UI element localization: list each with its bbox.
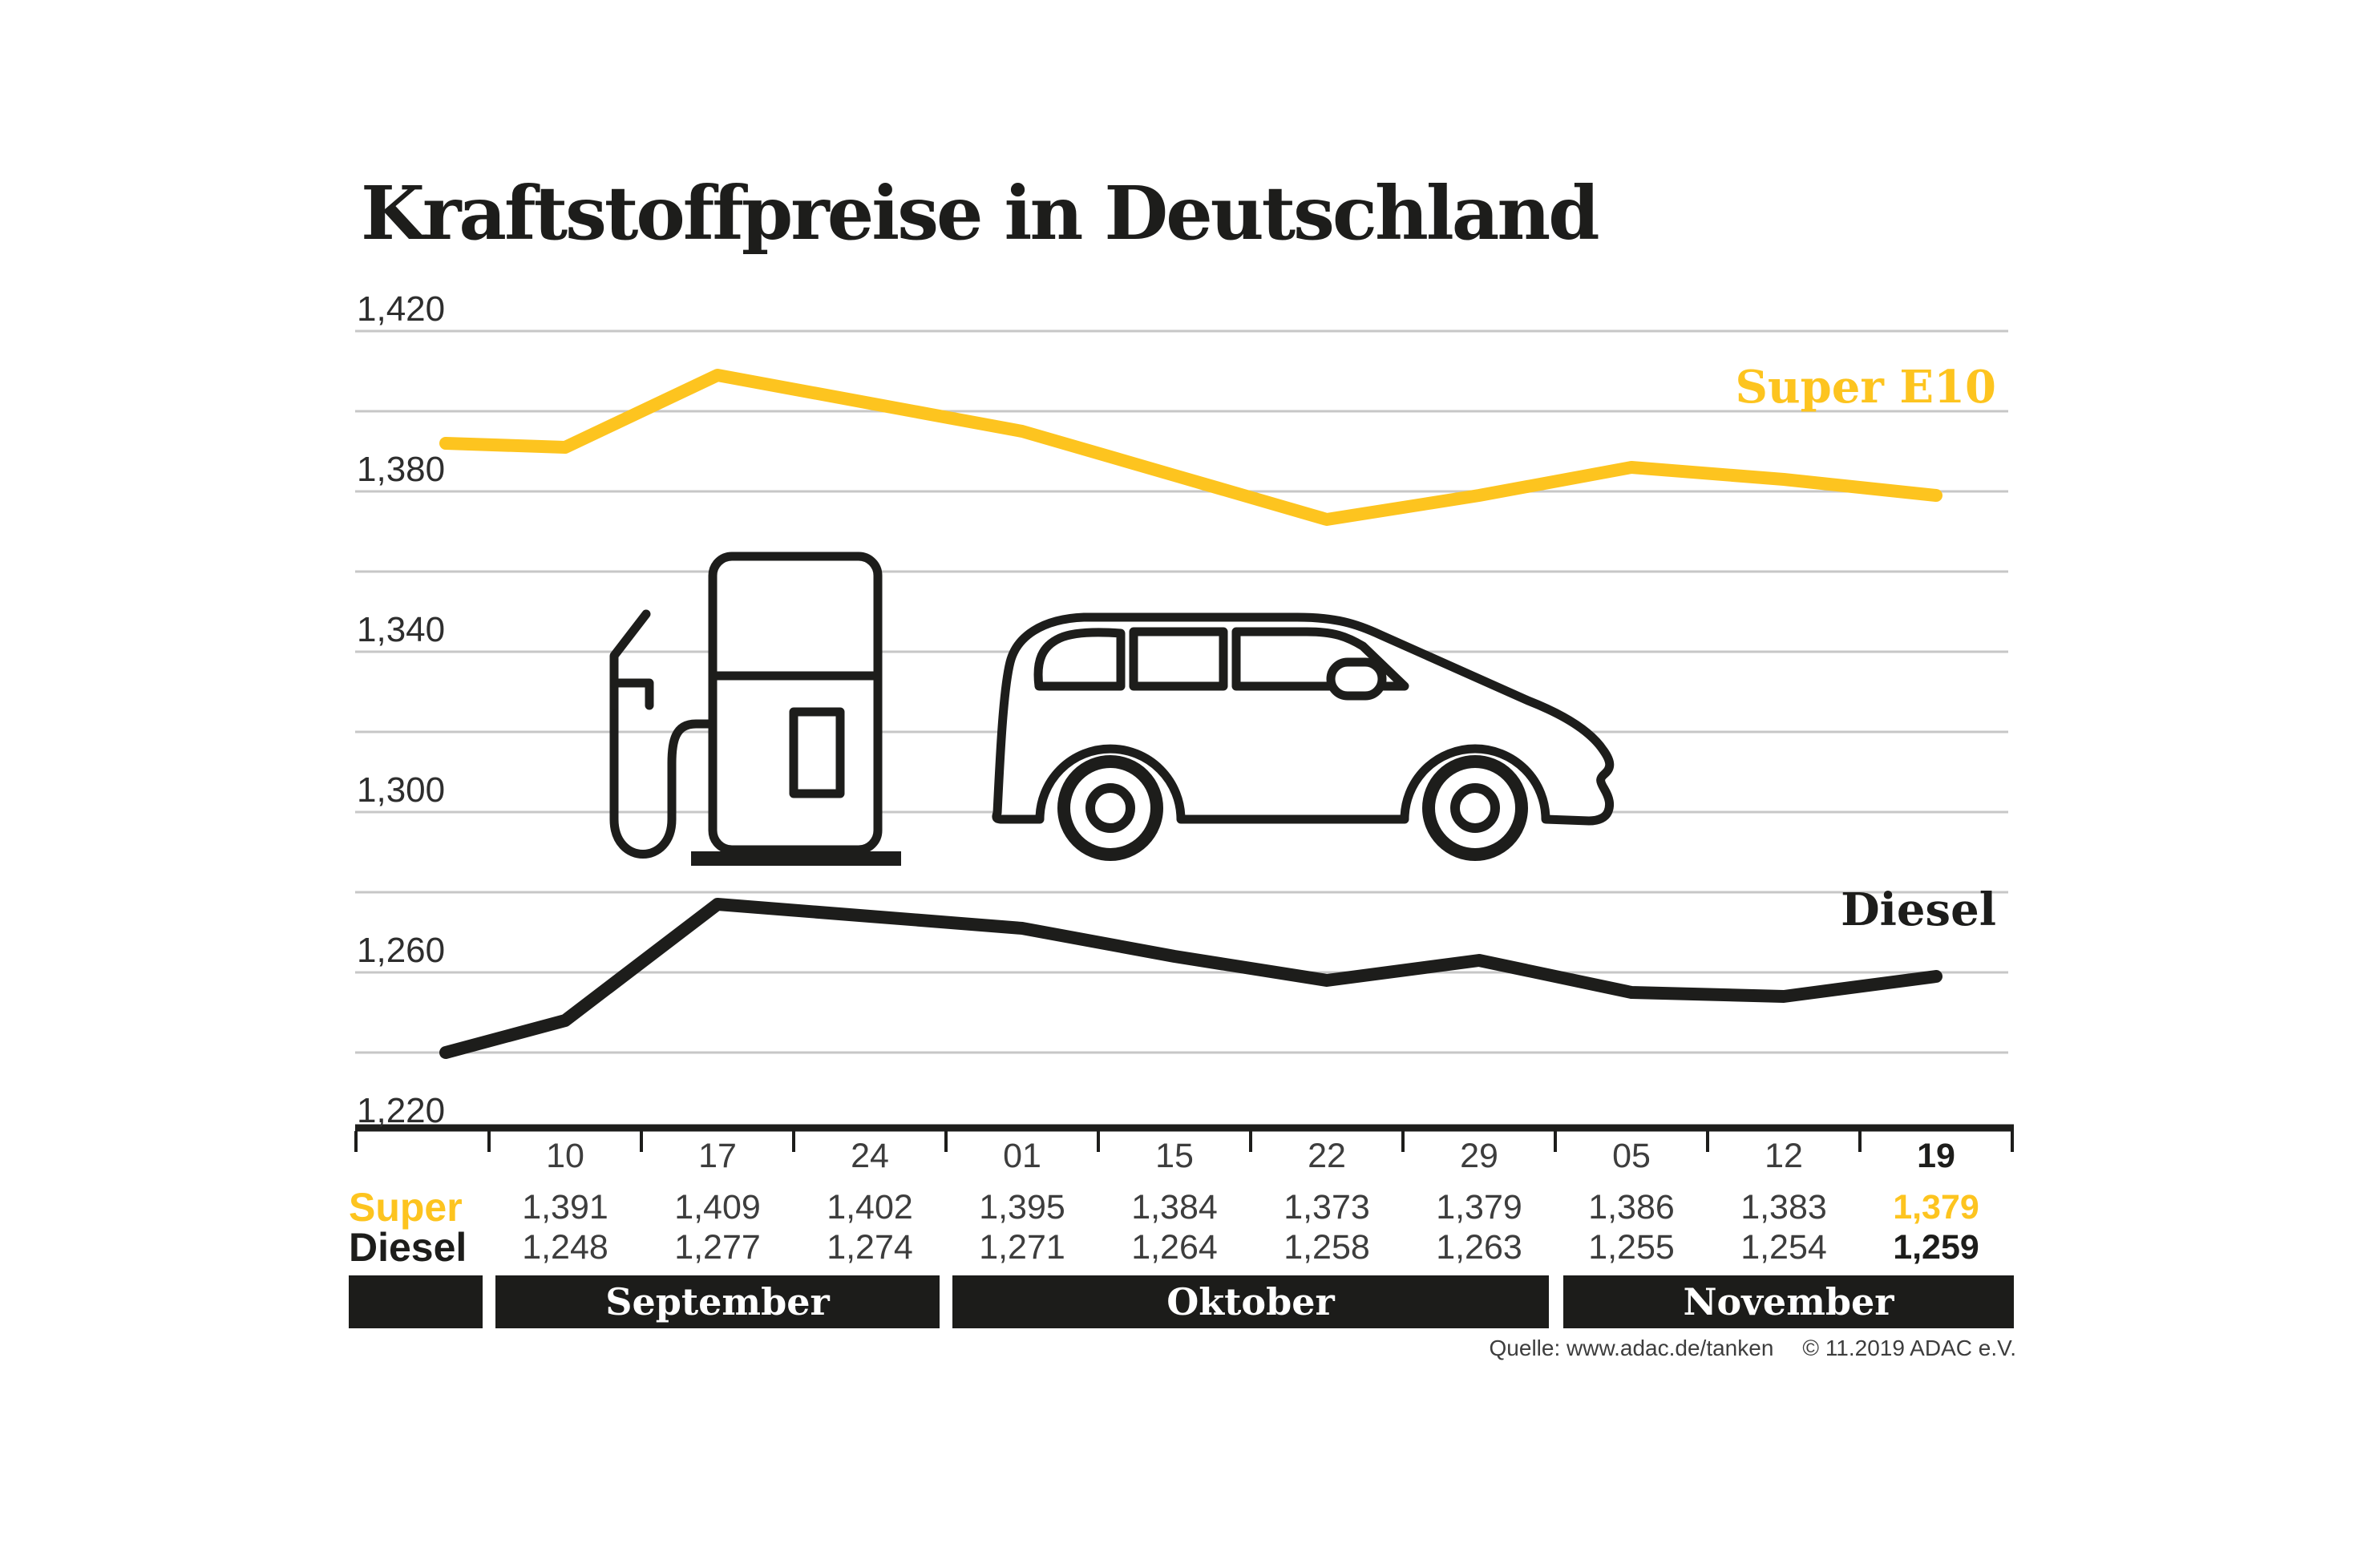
date-label: 17 <box>698 1137 737 1175</box>
y-tick-label: 1,300 <box>357 770 446 810</box>
source-note: Quelle: www.adac.de/tanken © 11.2019 ADAC… <box>1490 1336 2016 1361</box>
diesel-value: 1,254 <box>1740 1228 1827 1267</box>
diesel-value: 1,255 <box>1588 1228 1675 1267</box>
super-value: 1,391 <box>522 1188 608 1227</box>
diesel-value: 1,258 <box>1284 1228 1370 1267</box>
diesel-value: 1,264 <box>1131 1228 1218 1267</box>
diesel-value: 1,248 <box>522 1228 608 1267</box>
super-e10-line <box>439 369 1942 526</box>
legend-super-e10: Super E10 <box>1735 361 1996 414</box>
super-value: 1,379 <box>1893 1188 1979 1227</box>
page-title: Kraftstoffpreise in Deutschland <box>361 170 1600 257</box>
table-column: 19 1,379 1,259 <box>1860 1137 2012 1273</box>
table-column: 17 1,409 1,277 <box>641 1137 794 1273</box>
date-label: 22 <box>1308 1137 1346 1175</box>
month-bar-november: November <box>1563 1275 2014 1328</box>
super-value: 1,409 <box>674 1188 761 1227</box>
date-label: 12 <box>1765 1137 1803 1175</box>
month-bar-september: September <box>495 1275 940 1328</box>
month-label: Oktober <box>1166 1280 1335 1324</box>
month-bar-spacer <box>349 1275 483 1328</box>
diesel-value: 1,274 <box>827 1228 913 1267</box>
y-tick-label: 1,380 <box>357 450 446 489</box>
date-label: 01 <box>1003 1137 1041 1175</box>
super-value: 1,395 <box>979 1188 1065 1227</box>
table-row-label-super: Super <box>349 1185 463 1230</box>
table-column: 12 1,383 1,254 <box>1708 1137 1860 1273</box>
month-bar-oktober: Oktober <box>952 1275 1549 1328</box>
super-value: 1,379 <box>1436 1188 1522 1227</box>
y-tick-label: 1,340 <box>357 610 446 649</box>
legend-diesel: Diesel <box>1841 883 1996 936</box>
date-label: 19 <box>1917 1137 1955 1175</box>
date-label: 05 <box>1612 1137 1651 1175</box>
diesel-value: 1,277 <box>674 1228 761 1267</box>
x-axis <box>354 1124 2014 1152</box>
source-url: Quelle: www.adac.de/tanken <box>1489 1336 1774 1360</box>
source-copyright: © 11.2019 ADAC e.V. <box>1802 1336 2016 1360</box>
table-column: 10 1,391 1,248 <box>489 1137 641 1273</box>
diesel-value: 1,263 <box>1436 1228 1522 1267</box>
date-label: 10 <box>546 1137 584 1175</box>
table-column: 05 1,386 1,255 <box>1555 1137 1708 1273</box>
y-tick-label: 1,260 <box>357 931 446 970</box>
diesel-line <box>439 898 1942 1059</box>
super-value: 1,383 <box>1740 1188 1827 1227</box>
y-tick-label: 1,220 <box>357 1091 446 1130</box>
super-value: 1,373 <box>1284 1188 1370 1227</box>
car-icon <box>992 612 1615 882</box>
super-value: 1,402 <box>827 1188 913 1227</box>
date-label: 29 <box>1460 1137 1498 1175</box>
table-column: 01 1,395 1,271 <box>946 1137 1098 1273</box>
date-label: 24 <box>851 1137 889 1175</box>
super-value: 1,386 <box>1588 1188 1675 1227</box>
date-label: 15 <box>1155 1137 1194 1175</box>
table-column: 15 1,384 1,264 <box>1098 1137 1251 1273</box>
table-column: 22 1,373 1,258 <box>1251 1137 1403 1273</box>
month-label: November <box>1683 1280 1894 1324</box>
y-tick-label: 1,420 <box>357 289 446 329</box>
month-label: September <box>605 1280 830 1324</box>
diesel-value: 1,271 <box>979 1228 1065 1267</box>
table-column: 24 1,402 1,274 <box>794 1137 946 1273</box>
table-row-label-diesel: Diesel <box>349 1225 467 1270</box>
table-column: 29 1,379 1,263 <box>1403 1137 1555 1273</box>
super-value: 1,384 <box>1131 1188 1218 1227</box>
fuel-pump-icon <box>609 552 901 866</box>
diesel-value: 1,259 <box>1893 1228 1979 1267</box>
